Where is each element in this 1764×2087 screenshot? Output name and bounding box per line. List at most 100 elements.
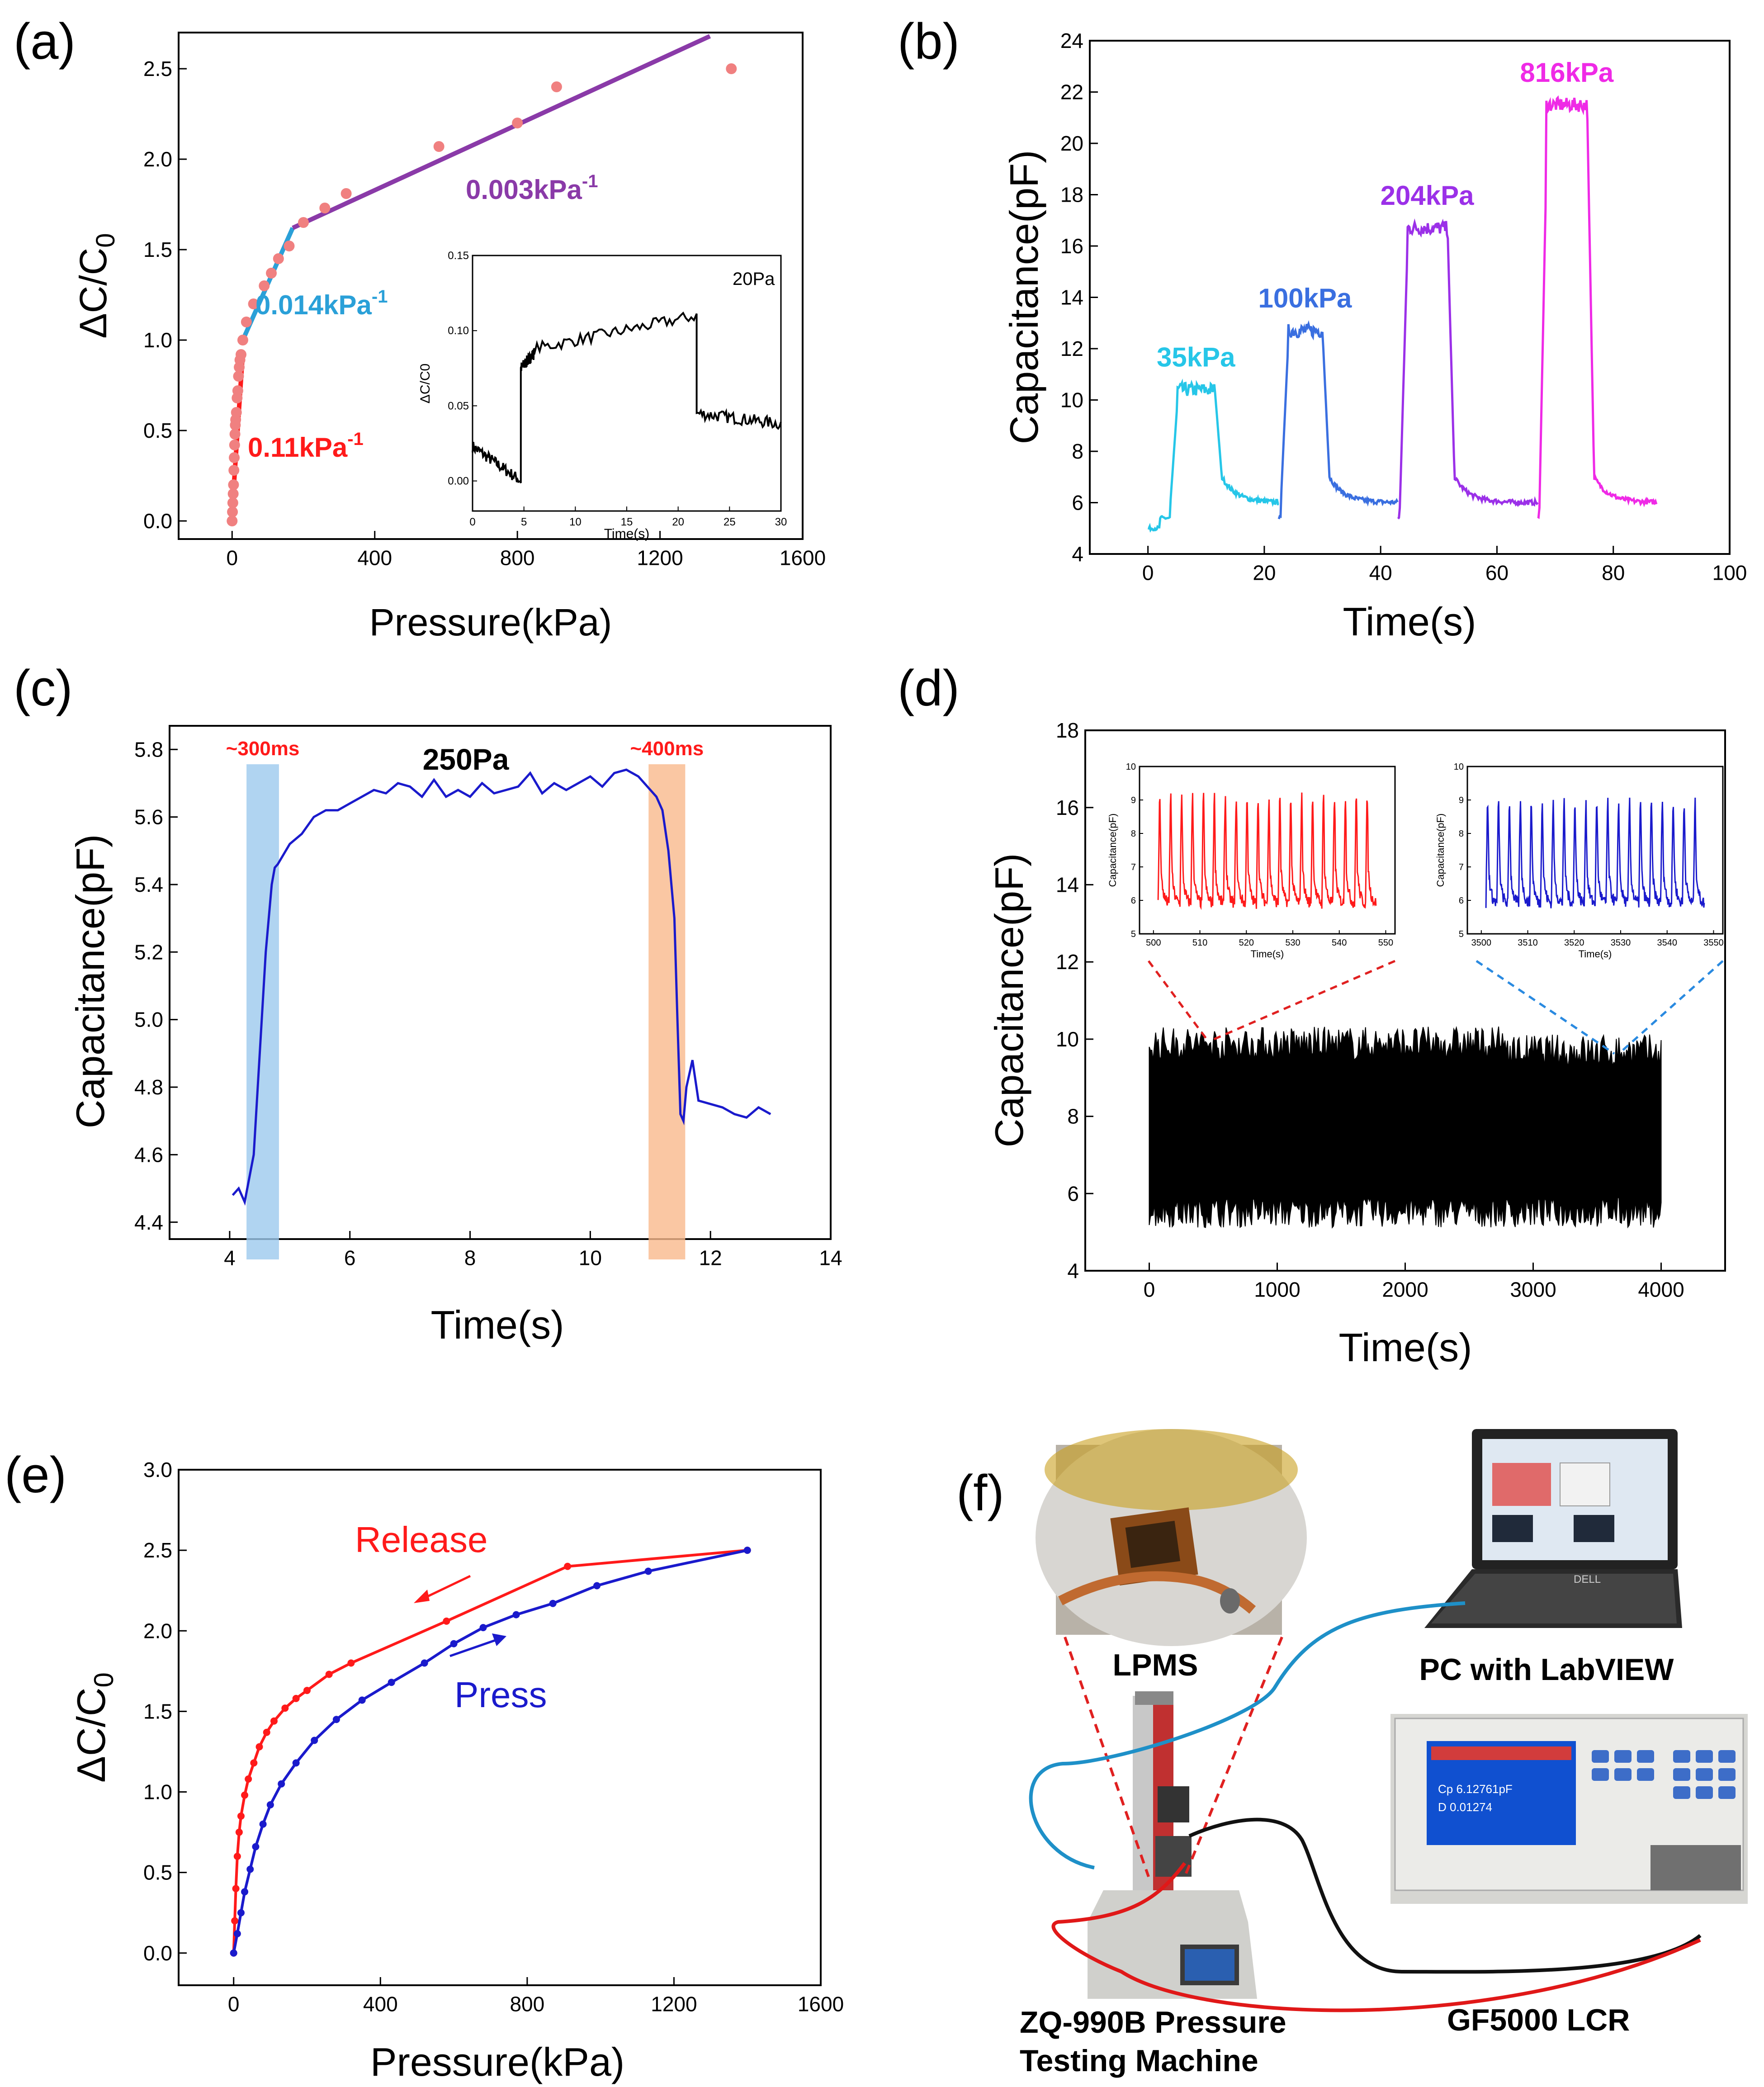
y-tick-label: 10 <box>1056 1027 1079 1051</box>
series-point <box>281 1704 289 1712</box>
inset-x-tick-label: 3520 <box>1564 938 1584 948</box>
panel-c-ticks: 4 6 8 10 12 14 4.4 4.6 4.8 5.0 5.2 5.4 5.6 5.8 <box>134 738 842 1269</box>
series-point <box>743 1547 751 1554</box>
series-point <box>246 1865 254 1873</box>
panel-c-label: (c) <box>14 660 73 716</box>
data-point <box>241 317 252 327</box>
series-point <box>644 1567 652 1575</box>
x-tick-label: 400 <box>363 1992 398 2016</box>
series-point <box>311 1737 318 1744</box>
inset-x-tick-label: 10 <box>569 516 582 528</box>
series-point <box>479 1624 487 1632</box>
series-point <box>241 1888 249 1896</box>
inset-ylabel: Capacitance(pF) <box>1435 814 1446 887</box>
y-tick-label: 2.0 <box>143 147 172 171</box>
lcr-meter: Cp 6.12761pF D 0.01274 <box>1390 1714 1748 1904</box>
x-tick-label: 4000 <box>1638 1278 1684 1301</box>
inset-xlabel: Time(s) <box>1251 948 1284 960</box>
inset-x-tick-label: 3540 <box>1657 938 1677 948</box>
panel-b-frame <box>1089 40 1731 555</box>
pulse-trace <box>1147 378 1279 533</box>
series-point <box>325 1671 333 1678</box>
panel-e: (e) 0 400 800 1200 1600 0.0 0.5 1.0 1.5 2.0 2.5 3.0… <box>5 1447 844 2084</box>
laptop: DELL <box>1424 1429 1682 1628</box>
series-point <box>250 1759 258 1767</box>
y-tick-label: 5.6 <box>134 805 163 829</box>
inset-y-tick-label: 0.05 <box>448 400 469 412</box>
series-point <box>245 1775 252 1783</box>
inset-y-tick-label: 6 <box>1459 896 1464 906</box>
panel-e-series <box>230 1547 751 1957</box>
x-tick-label: 800 <box>510 1992 544 2016</box>
data-point <box>231 407 242 418</box>
inset-trace <box>1157 792 1377 910</box>
inset-ylabel: Capacitance(pF) <box>1107 814 1118 887</box>
data-point <box>273 253 284 264</box>
panel-c-frame <box>169 725 832 1240</box>
black-cable <box>1188 1817 1702 1974</box>
inset-y-tick-label: 8 <box>1459 829 1464 839</box>
dash-right <box>1183 1636 1283 1878</box>
inset-frame <box>472 255 782 512</box>
series-point <box>232 1885 240 1893</box>
inset-ticks: 0 5 10 15 20 25 30 0.00 0.05 0.10 0.15 <box>448 250 787 528</box>
inset-y-tick-label: 9 <box>1459 795 1464 805</box>
x-tick-label: 40 <box>1369 561 1392 585</box>
inset: 500 510 520 530 540 550 5 6 7 8 9 10 Time(s) Capacita… <box>1107 762 1396 1041</box>
x-tick-label: 12 <box>699 1246 722 1270</box>
inset-y-tick-label: 8 <box>1131 829 1136 839</box>
label-machine-1: ZQ-990B Pressure <box>1020 2005 1286 2040</box>
annotation-press: Press <box>454 1675 547 1715</box>
inset-x-tick-label: 0 <box>469 516 475 528</box>
series-point <box>233 1930 241 1937</box>
y-tick-label: 12 <box>1056 950 1079 974</box>
inset-x-tick-label: 3550 <box>1703 938 1724 948</box>
data-point <box>229 429 241 440</box>
y-tick-label: 14 <box>1056 873 1079 897</box>
annotation-release: Release <box>355 1519 488 1560</box>
series-point <box>564 1562 572 1570</box>
label-pc: PC with LabVIEW <box>1419 1652 1674 1687</box>
inset-ylabel: ΔC/C0 <box>418 364 433 403</box>
panel-b-pulse-labels: 35kPa 100kPa 204kPa 816kPa <box>1157 57 1614 373</box>
label-lpms: LPMS <box>1113 1648 1198 1682</box>
x-tick-label: 1600 <box>798 1992 844 2016</box>
y-tick-label: 10 <box>1060 388 1083 412</box>
inset-connector <box>1147 960 1209 1041</box>
series-point <box>263 1728 270 1736</box>
inset-x-tick-label: 520 <box>1239 938 1254 948</box>
y-tick-label: 16 <box>1056 796 1079 819</box>
fit-label-2: 0.003kPa-1 <box>466 171 598 205</box>
panel-a-frame <box>178 32 804 540</box>
data-point <box>284 241 295 251</box>
data-point <box>228 465 240 476</box>
panel-d-label: (d) <box>898 660 960 716</box>
panel-d-insets: 500 510 520 530 540 5505678910Time(s)Capacita… <box>1107 762 1724 1055</box>
series-point <box>235 1828 243 1836</box>
inset-x-tick-label: 500 <box>1146 938 1161 948</box>
y-tick-label: 24 <box>1060 29 1083 52</box>
data-point <box>227 497 238 508</box>
series-point <box>347 1659 355 1667</box>
x-tick-label: 20 <box>1253 561 1276 585</box>
series-line <box>232 1549 748 1954</box>
inset-x-tick-label: 3510 <box>1518 938 1538 948</box>
y-tick-label: 5.0 <box>134 1008 163 1032</box>
inset-label: 20Pa <box>733 269 775 289</box>
inset-y-tick-label: 0.15 <box>448 250 469 262</box>
series-point <box>259 1820 267 1828</box>
x-tick-label: 60 <box>1485 561 1509 585</box>
pulse-trace <box>1277 320 1399 520</box>
panel-c-shaded-regions: ~300ms ~400ms <box>226 738 704 1259</box>
y-tick-label: 1.5 <box>143 238 172 261</box>
series-point <box>252 1843 260 1850</box>
y-tick-label: 4.4 <box>134 1211 163 1234</box>
series-point <box>292 1759 300 1767</box>
inset-y-tick-label: 7 <box>1131 862 1136 872</box>
inset-y-tick-label: 5 <box>1459 929 1464 939</box>
x-tick-label: 10 <box>579 1246 602 1270</box>
x-tick-label: 80 <box>1602 561 1625 585</box>
y-tick-label: 14 <box>1060 286 1083 309</box>
data-point <box>227 488 239 499</box>
panel-a-inset: 0 5 10 15 20 25 30 0.00 0.05 0.10 0.15 20Pa Time(s… <box>418 250 787 541</box>
